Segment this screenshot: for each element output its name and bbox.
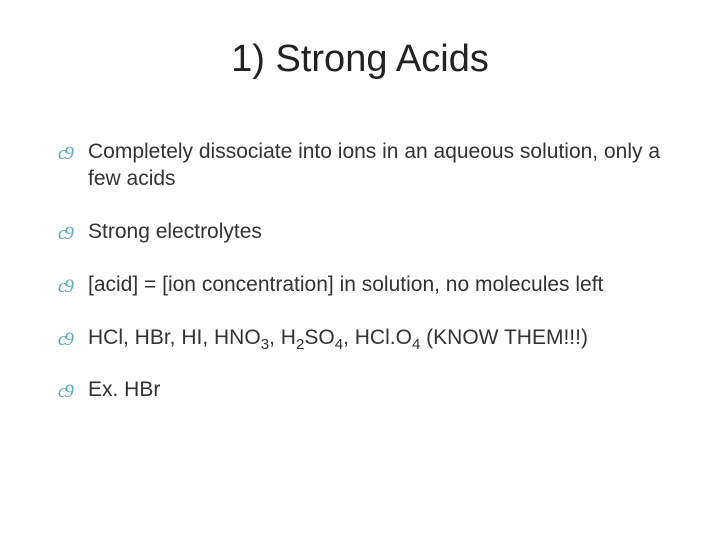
slide: 1) Strong Acids c9 Completely dissociate… — [0, 0, 720, 540]
swirl-icon: c9 — [58, 142, 72, 166]
swirl-icon: c9 — [58, 328, 72, 352]
bullet-text: Strong electrolytes — [88, 220, 262, 243]
bullet-list: c9 Completely dissociate into ions in an… — [50, 139, 670, 404]
list-item: c9 HCl, HBr, HI, HNO3, H2SO4, HCl.O4 (KN… — [58, 325, 670, 352]
list-item: c9 Completely dissociate into ions in an… — [58, 139, 670, 193]
bullet-text: HCl, HBr, HI, HNO3, H2SO4, HCl.O4 (KNOW … — [88, 326, 588, 349]
list-item: c9 Ex. HBr — [58, 377, 670, 404]
swirl-icon: c9 — [58, 380, 72, 404]
slide-title: 1) Strong Acids — [50, 38, 670, 81]
swirl-icon: c9 — [58, 222, 72, 246]
bullet-text: Completely dissociate into ions in an aq… — [88, 140, 660, 190]
swirl-icon: c9 — [58, 275, 72, 299]
bullet-text: [acid] = [ion concentration] in solution… — [88, 273, 603, 296]
list-item: c9 [acid] = [ion concentration] in solut… — [58, 272, 670, 299]
list-item: c9 Strong electrolytes — [58, 219, 670, 246]
bullet-text: Ex. HBr — [88, 378, 160, 401]
